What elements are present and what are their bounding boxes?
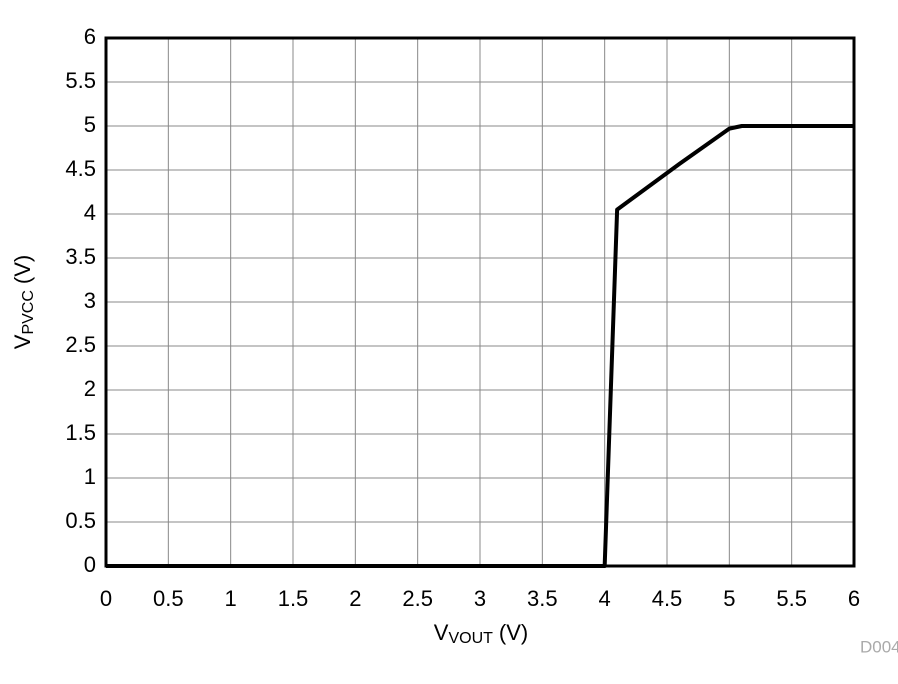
x-tick-label: 5.5 [776, 586, 807, 611]
y-tick-label: 6 [84, 24, 96, 49]
y-tick-label: 1 [84, 464, 96, 489]
x-tick-label: 1 [225, 586, 237, 611]
y-tick-label: 4.5 [65, 156, 96, 181]
y-tick-label: 3 [84, 288, 96, 313]
y-tick-label: 1.5 [65, 420, 96, 445]
x-label-sub: VOUT [448, 630, 493, 647]
x-tick-label: 3.5 [527, 586, 558, 611]
y-tick-label: 3.5 [65, 244, 96, 269]
y-tick-label: 2.5 [65, 332, 96, 357]
x-label-main: V [434, 620, 449, 645]
x-axis-label: VVOUT (V) [434, 620, 528, 647]
x-tick-label: 4.5 [652, 586, 683, 611]
y-tick-label: 5.5 [65, 68, 96, 93]
y-label-main: V [10, 334, 35, 349]
y-label-unit: (V) [10, 255, 35, 284]
y-tick-label: 2 [84, 376, 96, 401]
y-tick-label: 0 [84, 552, 96, 577]
y-label-sub: PVCC [20, 290, 37, 334]
plot-frame [104, 36, 856, 568]
x-tick-label: 6 [848, 586, 860, 611]
y-tick-label: 4 [84, 200, 96, 225]
figure-id: D004 [860, 637, 898, 656]
x-tick-label: 5 [723, 586, 735, 611]
x-tick-label: 2 [349, 586, 361, 611]
x-label-unit: (V) [499, 620, 528, 645]
y-tick-label: 0.5 [65, 508, 96, 533]
x-tick-label: 1.5 [278, 586, 309, 611]
y-tick-label: 5 [84, 112, 96, 137]
y-axis-label: VPVCC (V) [10, 255, 37, 349]
x-tick-label: 0.5 [153, 586, 184, 611]
x-tick-label: 0 [100, 586, 112, 611]
x-tick-label: 3 [474, 586, 486, 611]
x-tick-label: 2.5 [402, 586, 433, 611]
x-tick-label: 4 [599, 586, 611, 611]
